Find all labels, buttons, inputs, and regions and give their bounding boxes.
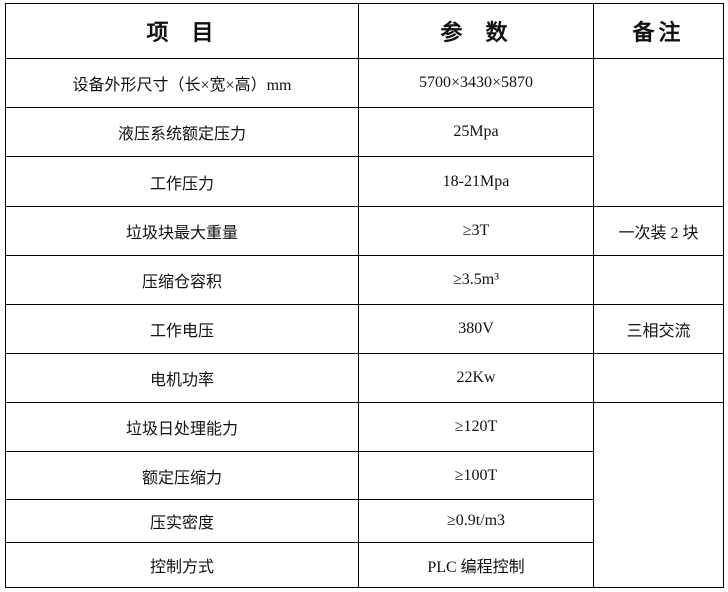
param-cell: 25Mpa	[358, 107, 594, 157]
item-cell: 设备外形尺寸（长×宽×高）mm	[5, 58, 359, 108]
item-cell: 工作电压	[5, 304, 359, 354]
item-cell: 垃圾日处理能力	[5, 402, 359, 452]
param-cell: ≥0.9t/m3	[358, 499, 594, 543]
table-row: 控制方式 PLC 编程控制	[5, 542, 724, 588]
item-cell: 压缩仓容积	[5, 255, 359, 305]
table-row: 电机功率 22Kw	[5, 353, 724, 403]
item-cell: 垃圾块最大重量	[5, 206, 359, 256]
remark-cell	[593, 58, 724, 207]
param-cell: ≥120T	[358, 402, 594, 452]
item-cell: 电机功率	[5, 353, 359, 403]
remark-cell: 一次装 2 块	[593, 206, 724, 256]
table-row: 设备外形尺寸（长×宽×高）mm 5700×3430×5870	[5, 58, 724, 207]
table-row: 额定压缩力 ≥100T	[5, 451, 724, 500]
remark-cell	[593, 402, 724, 588]
remark-cell: 三相交流	[593, 304, 724, 354]
item-cell: 工作压力	[5, 156, 359, 207]
item-cell: 额定压缩力	[5, 451, 359, 500]
param-cell: PLC 编程控制	[358, 542, 594, 588]
header-item: 项 目	[5, 3, 359, 59]
header-row: 项 目 参 数 备注	[5, 3, 724, 59]
table-row: 压缩仓容积 ≥3.5m³	[5, 255, 724, 305]
param-cell: ≥3.5m³	[358, 255, 594, 305]
remark-cell	[593, 255, 724, 305]
param-cell: ≥100T	[358, 451, 594, 500]
table-row: 垃圾日处理能力 ≥120T	[5, 402, 724, 588]
item-cell: 控制方式	[5, 542, 359, 588]
param-cell: 18-21Mpa	[358, 156, 594, 207]
item-cell: 液压系统额定压力	[5, 107, 359, 157]
param-cell: 380V	[358, 304, 594, 354]
header-remark: 备注	[593, 3, 724, 59]
table-row: 工作压力 18-21Mpa	[5, 156, 724, 207]
table-row: 工作电压 380V 三相交流	[5, 304, 724, 354]
remark-cell	[593, 353, 724, 403]
table-row: 液压系统额定压力 25Mpa	[5, 107, 724, 157]
header-param: 参 数	[358, 3, 594, 59]
param-cell: ≥3T	[358, 206, 594, 256]
param-cell: 22Kw	[358, 353, 594, 403]
item-cell: 压实密度	[5, 499, 359, 543]
table-row: 垃圾块最大重量 ≥3T 一次装 2 块	[5, 206, 724, 256]
param-cell: 5700×3430×5870	[358, 58, 594, 108]
table-row: 压实密度 ≥0.9t/m3	[5, 499, 724, 543]
spec-table: 项 目 参 数 备注 设备外形尺寸（长×宽×高）mm 5700×3430×587…	[5, 3, 724, 588]
